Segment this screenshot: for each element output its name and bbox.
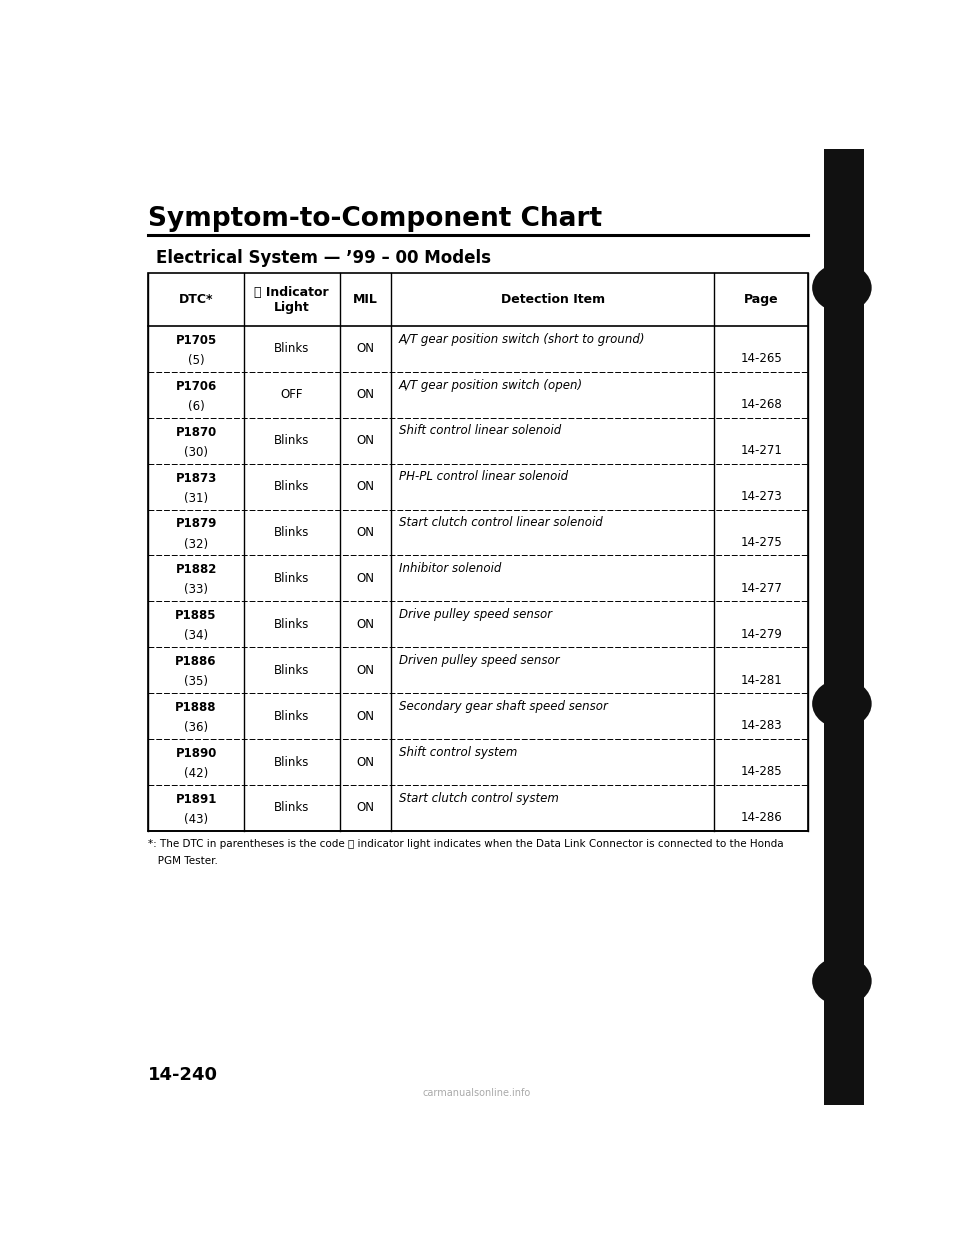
- Text: 14-279: 14-279: [740, 627, 782, 641]
- Text: ON: ON: [356, 663, 374, 677]
- Text: Detection Item: Detection Item: [501, 293, 605, 307]
- Ellipse shape: [812, 263, 872, 312]
- Text: 14-271: 14-271: [740, 443, 782, 457]
- Text: 14-281: 14-281: [740, 673, 782, 687]
- Text: ⓓ Indicator
Light: ⓓ Indicator Light: [254, 286, 329, 314]
- Text: P1891: P1891: [176, 792, 217, 806]
- Text: (31): (31): [184, 492, 208, 504]
- Text: Drive pulley speed sensor: Drive pulley speed sensor: [398, 609, 552, 621]
- Text: P1885: P1885: [176, 610, 217, 622]
- Text: (43): (43): [184, 814, 208, 826]
- Ellipse shape: [812, 956, 872, 1006]
- Text: ON: ON: [356, 617, 374, 631]
- Text: P1705: P1705: [176, 334, 217, 347]
- Text: *: The DTC in parentheses is the code ⓓ indicator light indicates when the Data : *: The DTC in parentheses is the code ⓓ …: [148, 838, 784, 848]
- Text: ON: ON: [356, 481, 374, 493]
- Text: Start clutch control linear solenoid: Start clutch control linear solenoid: [398, 517, 602, 529]
- Text: Blinks: Blinks: [275, 617, 309, 631]
- Text: (33): (33): [184, 584, 208, 596]
- Text: PH-PL control linear solenoid: PH-PL control linear solenoid: [398, 471, 567, 483]
- Text: A/T gear position switch (open): A/T gear position switch (open): [398, 379, 583, 391]
- Text: ON: ON: [356, 527, 374, 539]
- Text: DTC*: DTC*: [179, 293, 213, 307]
- Text: Shift control linear solenoid: Shift control linear solenoid: [398, 425, 561, 437]
- Text: (35): (35): [184, 676, 208, 688]
- Text: 14-275: 14-275: [740, 535, 782, 549]
- Text: 14-240: 14-240: [148, 1067, 218, 1084]
- Text: Blinks: Blinks: [275, 571, 309, 585]
- Text: Inhibitor solenoid: Inhibitor solenoid: [398, 563, 501, 575]
- Text: (5): (5): [188, 354, 204, 366]
- Text: P1886: P1886: [176, 655, 217, 668]
- Text: (42): (42): [184, 768, 208, 780]
- Text: PGM Tester.: PGM Tester.: [148, 856, 218, 866]
- Text: Blinks: Blinks: [275, 527, 309, 539]
- Text: P1888: P1888: [176, 700, 217, 714]
- Text: P1870: P1870: [176, 426, 217, 438]
- Text: Blinks: Blinks: [275, 755, 309, 769]
- Text: (36): (36): [184, 722, 208, 734]
- Text: P1879: P1879: [176, 518, 217, 530]
- Text: 14-268: 14-268: [740, 399, 782, 411]
- Text: ON: ON: [356, 801, 374, 815]
- Text: P1706: P1706: [176, 380, 217, 392]
- Text: Blinks: Blinks: [275, 801, 309, 815]
- Text: 14-277: 14-277: [740, 581, 782, 595]
- Text: (34): (34): [184, 630, 208, 642]
- Text: ON: ON: [356, 389, 374, 401]
- Text: Blinks: Blinks: [275, 663, 309, 677]
- Text: Start clutch control system: Start clutch control system: [398, 791, 559, 805]
- Text: ON: ON: [356, 435, 374, 447]
- Text: carmanualsonline.info: carmanualsonline.info: [423, 1088, 531, 1098]
- Text: 14-273: 14-273: [740, 489, 782, 503]
- Text: ON: ON: [356, 343, 374, 355]
- Text: A/T gear position switch (short to ground): A/T gear position switch (short to groun…: [398, 333, 645, 345]
- Text: MIL: MIL: [353, 293, 378, 307]
- Text: P1890: P1890: [176, 746, 217, 760]
- Text: (32): (32): [184, 538, 208, 550]
- Text: Blinks: Blinks: [275, 343, 309, 355]
- Text: P1873: P1873: [176, 472, 217, 484]
- Text: OFF: OFF: [280, 389, 303, 401]
- Text: 14-286: 14-286: [740, 811, 782, 825]
- Text: Symptom-to-Component Chart: Symptom-to-Component Chart: [148, 206, 602, 232]
- Text: ON: ON: [356, 571, 374, 585]
- Bar: [824, 149, 864, 1105]
- Text: (6): (6): [188, 400, 204, 412]
- Bar: [148, 273, 808, 831]
- Ellipse shape: [812, 679, 872, 728]
- Text: Blinks: Blinks: [275, 435, 309, 447]
- Text: Page: Page: [744, 293, 779, 307]
- Text: Driven pulley speed sensor: Driven pulley speed sensor: [398, 655, 559, 667]
- Text: ON: ON: [356, 755, 374, 769]
- Text: 14-283: 14-283: [740, 719, 782, 733]
- Text: Electrical System — ’99 – 00 Models: Electrical System — ’99 – 00 Models: [156, 250, 491, 267]
- Text: Blinks: Blinks: [275, 709, 309, 723]
- Text: Secondary gear shaft speed sensor: Secondary gear shaft speed sensor: [398, 700, 608, 713]
- Text: 14-285: 14-285: [740, 765, 782, 779]
- Text: ON: ON: [356, 709, 374, 723]
- Text: Blinks: Blinks: [275, 481, 309, 493]
- Text: P1882: P1882: [176, 564, 217, 576]
- Text: Shift control system: Shift control system: [398, 745, 516, 759]
- Text: (30): (30): [184, 446, 208, 458]
- Text: 14-265: 14-265: [740, 353, 782, 365]
